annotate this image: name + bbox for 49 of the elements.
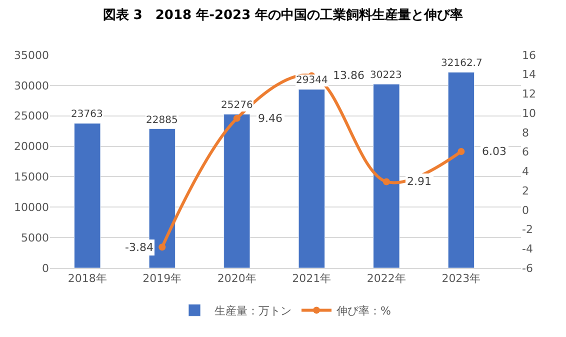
y2-tick-label: 12 xyxy=(522,88,536,101)
y2-tick-label: 6 xyxy=(522,146,529,159)
y2-tick-label: 4 xyxy=(522,165,529,178)
data-label: 29344 xyxy=(296,75,328,86)
point xyxy=(382,178,390,186)
y-tick-label: 10000 xyxy=(14,200,49,214)
data-label: 6.03 xyxy=(482,145,506,158)
point xyxy=(233,114,240,122)
data-label: 30223 xyxy=(370,70,402,81)
data-label: 13.86 xyxy=(333,69,364,82)
y2-tick-label: -6 xyxy=(522,262,533,275)
y2-tick-label: 10 xyxy=(522,106,536,120)
data-label: 25276 xyxy=(221,100,253,111)
bar xyxy=(224,114,250,268)
y-tick-label: 5000 xyxy=(21,231,49,244)
data-label: -3.84 xyxy=(125,241,154,254)
bar xyxy=(74,123,101,268)
y-tick-label: 35000 xyxy=(14,48,49,62)
y-tick-label: 0 xyxy=(42,262,49,275)
y2-tick-label: 0 xyxy=(522,204,529,217)
point xyxy=(458,148,465,156)
y2-tick-label: -4 xyxy=(522,242,533,256)
y2-tick-label: -2 xyxy=(522,223,533,236)
y-tick-label: 15000 xyxy=(14,170,49,184)
x-tick-label: 2020年 xyxy=(217,272,256,286)
data-label: 2.91 xyxy=(407,175,432,188)
x-tick-label: 2021年 xyxy=(292,272,332,286)
data-label: 22885 xyxy=(146,115,178,126)
legend-label: 生産量：万トン xyxy=(214,304,292,318)
x-tick-label: 2022年 xyxy=(366,272,406,286)
data-label: 9.46 xyxy=(258,112,282,125)
bar xyxy=(373,84,400,268)
point xyxy=(158,244,166,251)
y2-tick-label: 8 xyxy=(522,126,529,140)
data-label: 32162.7 xyxy=(441,58,482,69)
y2-tick-label: 2 xyxy=(522,184,529,198)
bar xyxy=(298,89,325,268)
x-tick-label: 2018年 xyxy=(68,272,107,286)
y2-tick-label: 16 xyxy=(522,48,536,62)
chart-title: 図表 3 2018 年-2023 年の中国の工業飼料生産量と伸び率 xyxy=(102,7,464,24)
x-tick-label: 2023年 xyxy=(442,272,481,286)
y2-tick-label: 14 xyxy=(522,68,536,82)
legend-label: 伸び率：% xyxy=(336,304,391,318)
y-tick-label: 20000 xyxy=(14,140,49,154)
data-label: 23763 xyxy=(71,109,103,120)
y-tick-label: 25000 xyxy=(14,110,49,123)
x-tick-label: 2019年 xyxy=(142,272,182,286)
bar xyxy=(448,72,475,268)
y-tick-label: 30000 xyxy=(14,79,49,92)
